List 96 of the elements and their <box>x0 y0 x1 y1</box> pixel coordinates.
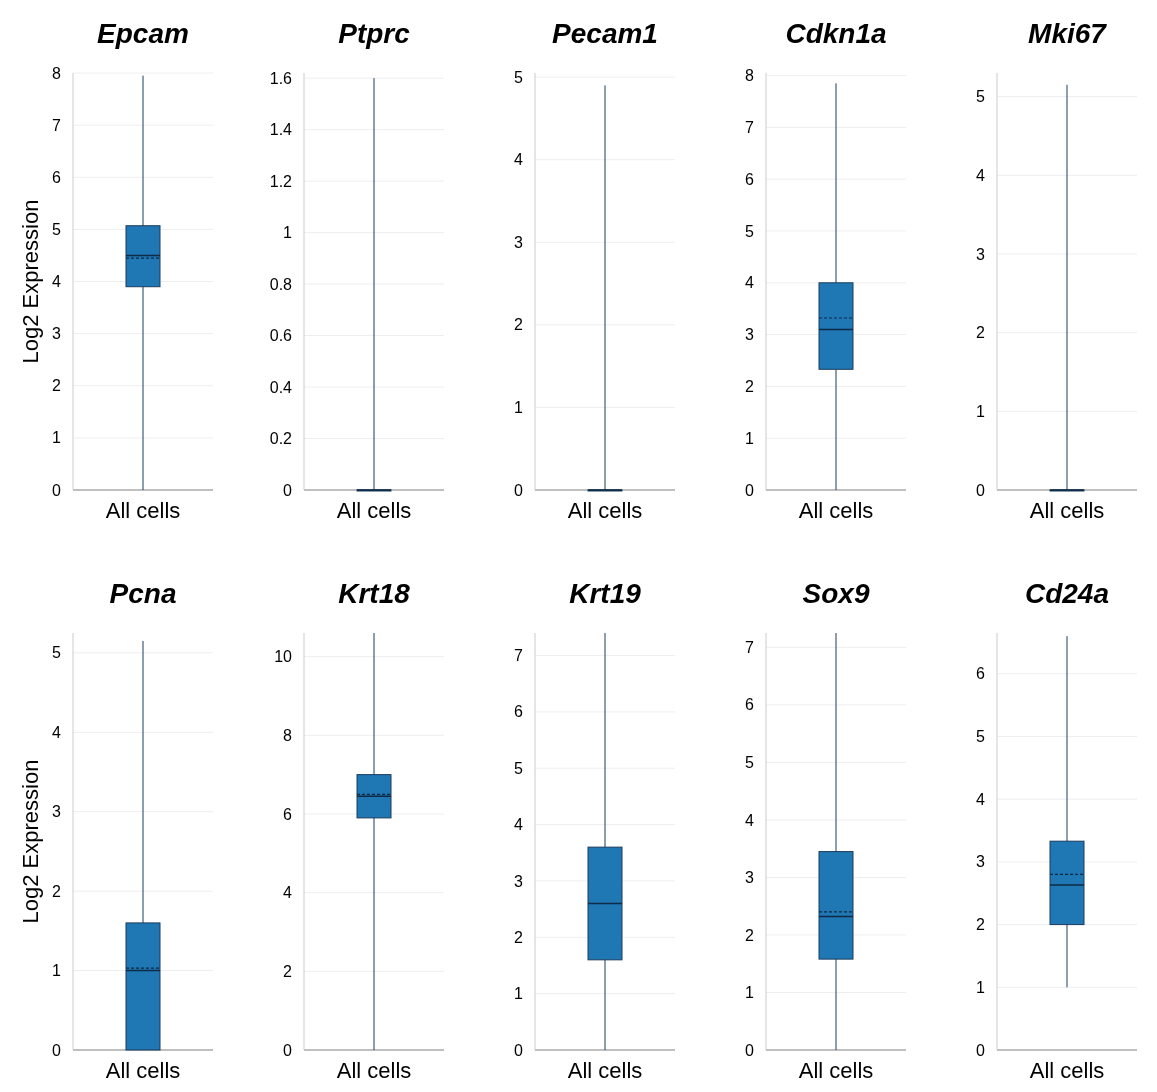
y-tick-label: 2 <box>976 916 986 934</box>
y-tick-label: 1 <box>52 429 62 447</box>
y-tick-label: 4 <box>745 274 755 292</box>
chart-title: Cd24a <box>1024 578 1110 609</box>
y-tick-label: 6 <box>52 168 62 186</box>
y-tick-label: 5 <box>514 68 524 86</box>
y-tick-label: 1 <box>283 224 293 242</box>
y-tick-label: 4 <box>745 811 755 829</box>
y-tick-label: 3 <box>976 245 986 263</box>
x-tick-label: All cells <box>1029 498 1105 523</box>
x-tick-label: All cells <box>336 498 412 523</box>
y-tick-label: 0 <box>745 1041 755 1059</box>
x-tick-label: All cells <box>798 498 874 523</box>
y-tick-label: 5 <box>976 728 986 746</box>
y-axis-title: Log2 Expression <box>18 759 43 924</box>
y-tick-label: 3 <box>52 803 62 821</box>
y-tick-label: 2 <box>514 316 524 334</box>
y-tick-label: 1.6 <box>269 69 293 87</box>
y-tick-label: 0 <box>52 481 62 499</box>
y-tick-label: 4 <box>52 723 62 741</box>
chart-title: Krt18 <box>338 578 411 609</box>
y-tick-label: 1.4 <box>269 121 293 139</box>
y-tick-label: 3 <box>745 869 755 887</box>
y-tick-label: 7 <box>514 647 524 665</box>
chart-title: Cdkn1a <box>785 18 887 49</box>
x-tick-label: All cells <box>1029 1058 1105 1083</box>
y-tick-label: 8 <box>52 64 62 82</box>
y-tick-label: 1 <box>745 984 755 1002</box>
x-tick-label: All cells <box>105 1058 181 1083</box>
y-tick-label: 0.2 <box>269 430 293 448</box>
y-tick-label: 2 <box>52 882 62 900</box>
y-tick-label: 3 <box>514 233 524 251</box>
x-tick-label: All cells <box>567 498 643 523</box>
y-tick-label: 2 <box>514 928 524 946</box>
y-tick-label: 0.8 <box>269 275 293 293</box>
chart-title: Pcna <box>109 578 177 609</box>
x-tick-label: All cells <box>798 1058 874 1083</box>
y-tick-label: 0 <box>514 1041 524 1059</box>
x-tick-label: All cells <box>105 498 181 523</box>
y-tick-label: 0 <box>283 481 293 499</box>
y-tick-label: 5 <box>745 222 755 240</box>
y-tick-label: 5 <box>976 88 986 106</box>
y-tick-label: 0 <box>745 481 755 499</box>
chart-title: Mki67 <box>1028 18 1108 49</box>
y-tick-label: 7 <box>745 638 755 656</box>
y-tick-label: 2 <box>52 377 62 395</box>
y-tick-label: 1 <box>514 399 524 417</box>
y-tick-label: 1 <box>745 429 755 447</box>
y-tick-label: 4 <box>514 151 524 169</box>
y-tick-label: 10 <box>274 648 293 666</box>
y-tick-label: 5 <box>52 644 62 662</box>
y-tick-label: 0.6 <box>269 327 293 345</box>
y-tick-label: 8 <box>283 726 293 744</box>
y-tick-label: 3 <box>745 326 755 344</box>
y-tick-label: 1 <box>976 978 986 996</box>
y-tick-label: 0 <box>976 481 986 499</box>
y-tick-label: 4 <box>283 884 293 902</box>
y-tick-label: 6 <box>976 665 986 683</box>
y-tick-label: 5 <box>52 220 62 238</box>
y-tick-label: 8 <box>745 67 755 85</box>
y-tick-label: 7 <box>745 118 755 136</box>
y-tick-label: 6 <box>283 805 293 823</box>
x-tick-label: All cells <box>336 1058 412 1083</box>
y-tick-label: 6 <box>745 170 755 188</box>
y-tick-label: 3 <box>976 853 986 871</box>
y-tick-label: 1.2 <box>269 172 293 190</box>
y-tick-label: 0 <box>514 481 524 499</box>
y-tick-label: 2 <box>745 926 755 944</box>
x-tick-label: All cells <box>567 1058 643 1083</box>
chart-title: Krt19 <box>569 578 642 609</box>
y-tick-label: 6 <box>514 703 524 721</box>
y-tick-label: 0.4 <box>269 378 293 396</box>
y-tick-label: 0 <box>283 1041 293 1059</box>
y-tick-label: 0 <box>52 1041 62 1059</box>
y-tick-label: 6 <box>745 696 755 714</box>
y-tick-label: 2 <box>745 378 755 395</box>
chart-title: Epcam <box>97 18 189 49</box>
y-tick-label: 1 <box>976 402 986 420</box>
y-tick-label: 4 <box>976 166 986 184</box>
y-tick-label: 7 <box>52 116 62 134</box>
y-tick-label: 0 <box>976 1041 986 1059</box>
y-tick-label: 5 <box>745 754 755 772</box>
y-tick-label: 4 <box>52 273 62 291</box>
y-tick-label: 3 <box>52 325 62 343</box>
y-tick-label: 4 <box>514 816 524 834</box>
y-tick-label: 2 <box>283 962 293 980</box>
chart-title: Pecam1 <box>552 18 658 49</box>
chart-title: Ptprc <box>338 18 411 49</box>
chart-title: Sox9 <box>802 578 870 609</box>
y-tick-label: 1 <box>52 962 62 980</box>
y-tick-label: 5 <box>514 759 524 777</box>
y-axis-title: Log2 Expression <box>18 199 43 364</box>
y-tick-label: 4 <box>976 790 986 808</box>
y-tick-label: 1 <box>514 985 524 1003</box>
y-tick-label: 2 <box>976 324 986 342</box>
y-tick-label: 3 <box>514 872 524 890</box>
